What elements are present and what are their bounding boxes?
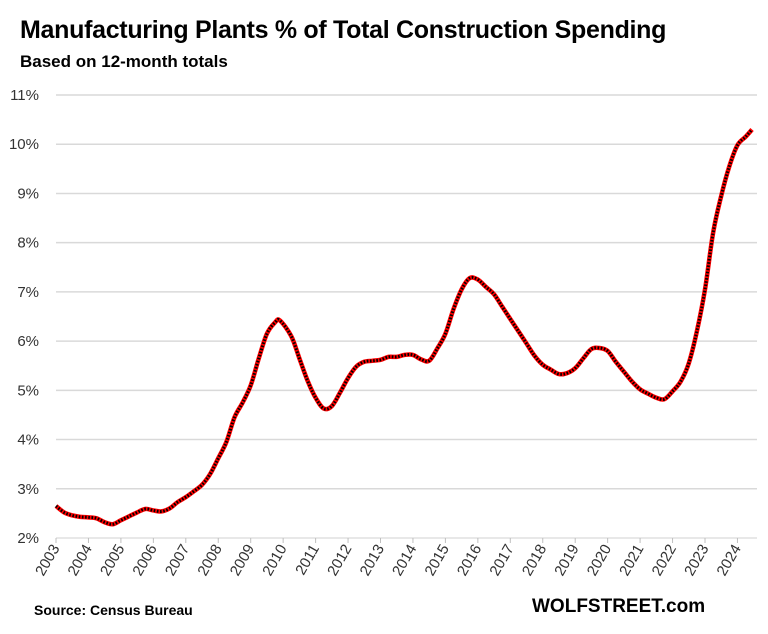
brand-watermark: WOLFSTREET.com (532, 596, 706, 617)
x-tick-label: 2018 (519, 542, 550, 579)
y-tick-label: 3% (17, 481, 39, 498)
y-tick-label: 8% (17, 235, 39, 252)
x-tick-label: 2005 (97, 542, 128, 579)
x-tick-label: 2013 (357, 542, 388, 579)
y-tick-label: 2% (17, 530, 39, 547)
x-tick-label: 2010 (259, 542, 290, 579)
x-tick-label: 2007 (162, 542, 193, 579)
x-tick-label: 2020 (584, 542, 615, 579)
x-tick-label: 2021 (616, 542, 647, 579)
source-note: Source: Census Bureau (34, 602, 193, 618)
y-tick-label: 4% (17, 432, 39, 449)
y-tick-label: 10% (9, 136, 39, 153)
y-tick-label: 7% (17, 284, 39, 301)
x-tick-label: 2003 (32, 542, 63, 579)
y-tick-label: 11% (10, 87, 39, 104)
x-tick-label: 2012 (324, 542, 355, 579)
series-line (54, 127, 754, 527)
x-tick-label: 2015 (421, 542, 452, 579)
series-markers (55, 128, 754, 526)
x-tick-label: 2004 (65, 542, 96, 579)
x-tick-label: 2008 (194, 542, 225, 579)
x-tick-label: 2014 (389, 542, 420, 579)
y-tick-label: 6% (17, 333, 39, 350)
x-tick-label: 2024 (714, 542, 745, 579)
x-tick-label: 2016 (454, 542, 485, 579)
x-tick-label: 2023 (681, 542, 712, 579)
x-tick-label: 2017 (486, 542, 517, 579)
y-tick-label: 5% (17, 382, 39, 399)
x-tick-label: 2011 (292, 542, 323, 578)
chart-title: Manufacturing Plants % of Total Construc… (20, 16, 667, 44)
x-tick-label: 2022 (649, 542, 680, 579)
x-tick-label: 2006 (129, 542, 160, 579)
y-tick-label: 9% (17, 185, 39, 202)
x-tick-label: 2019 (551, 542, 582, 579)
x-tick-label: 2009 (227, 542, 258, 579)
chart-subtitle: Based on 12-month totals (20, 52, 228, 71)
